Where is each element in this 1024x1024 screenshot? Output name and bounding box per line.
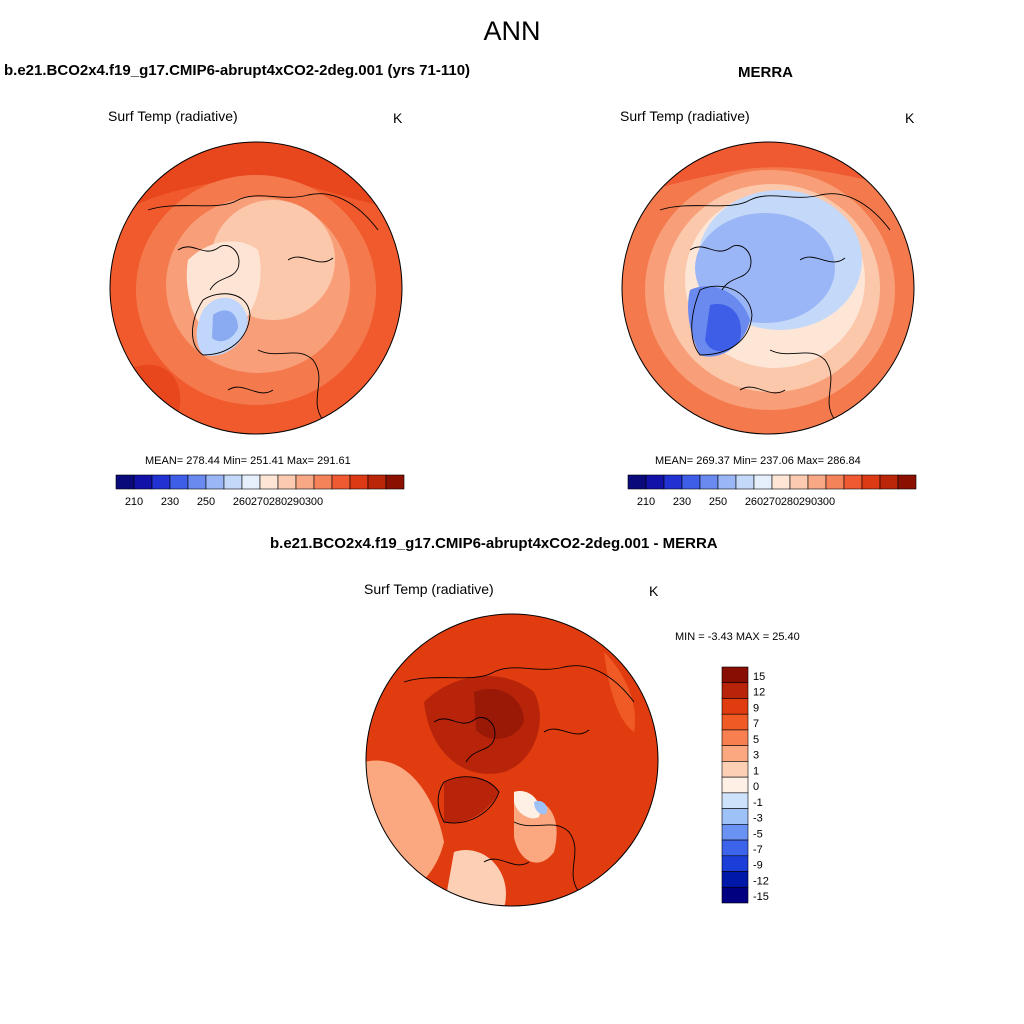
panel-2-colorbar-swatch [825,474,845,490]
panel-2-colorbar-swatch [879,474,899,490]
panel-2-colorbar-tick-label: 280 [781,496,799,508]
panel-3-colorbar-tick-label: -12 [753,875,769,887]
panel-2-map [621,141,915,435]
panel-3-colorbar-tick-label: 1 [753,765,759,777]
panel-3-colorbar-swatch [721,792,749,809]
panel-2-colorbar-tick-label: 300 [817,496,835,508]
panel-2-colorbar-tick-label: 230 [673,496,691,508]
panel-3-colorbar-swatch [721,886,749,904]
panel-1-colorbar-tick-label: 260 [233,496,251,508]
panel-1-colorbar-swatch [133,474,153,490]
panel-2-title: MERRA [738,64,793,81]
panel-3-colorbar-swatch [721,682,749,699]
panel-2-colorbar-tick-label: 270 [763,496,781,508]
panel-3-colorbar-tick-label: 5 [753,734,759,746]
panel-3-title: b.e21.BCO2x4.f19_g17.CMIP6-abrupt4xCO2-2… [270,535,718,552]
panel-3-colorbar-swatch [721,824,749,841]
panel-1-colorbar-swatch [115,474,135,490]
panel-2-colorbar-swatch [861,474,881,490]
panel-3-colorbar-tick-label: 9 [753,702,759,714]
panel-1-colorbar-swatch [313,474,333,490]
panel-1-colorbar-swatch [187,474,207,490]
panel-3-colorbar-swatch [721,729,749,746]
panel-2-colorbar-tick-label: 260 [745,496,763,508]
panel-1-colorbar-tick-label: 280 [269,496,287,508]
panel-3-colorbar-swatch [721,776,749,794]
panel-3-units: K [649,583,659,599]
panel-3-colorbar-swatch [721,745,749,762]
panel-1-map [109,141,403,435]
panel-2-colorbar-swatch [843,474,863,490]
panel-1-colorbar-swatch [169,474,189,490]
panel-1-colorbar-swatch [277,474,297,490]
panel-3-colorbar-swatch [721,713,749,731]
panel-3-colorbar-tick-label: -5 [753,828,763,840]
panel-3-colorbar-tick-label: 0 [753,781,759,793]
panel-3-colorbar-tick-label: 7 [753,718,759,730]
panel-1-colorbar-swatch [331,474,351,490]
panel-2-colorbar-swatch [717,474,737,490]
panel-2-colorbar-tick-label: 290 [799,496,817,508]
panel-2-units: K [905,110,915,126]
panel-2-colorbar-swatch [897,474,917,490]
panel-3-colorbar-swatch [721,839,749,857]
panel-3-colorbar-tick-label: 12 [753,687,765,699]
panel-1-colorbar: 210 230 250 260 270 280 290 300 [115,474,405,508]
panel-1-colorbar-tick-label: 300 [305,496,323,508]
panel-2-colorbar-swatch [681,474,701,490]
panel-1-colorbar-swatch [223,474,243,490]
panel-2-colorbar-swatch [789,474,809,490]
panel-2-colorbar-swatch [735,474,755,490]
figure-title: ANN [483,16,541,46]
panel-1-colorbar-swatch [349,474,369,490]
panel-1-colorbar-swatch [241,474,261,490]
panel-1-colorbar-swatch [259,474,279,490]
panel-1-colorbar-swatch [295,474,315,490]
panel-3-colorbar-tick-label: -3 [753,813,763,825]
panel-2-colorbar-tick-label: 210 [637,496,655,508]
panel-3-colorbar-tick-label: 3 [753,750,759,762]
panel-1-stats: MEAN= 278.44 Min= 251.41 Max= 291.61 [145,455,351,467]
panel-1-title: b.e21.BCO2x4.f19_g17.CMIP6-abrupt4xCO2-2… [4,62,471,79]
panel-2-variable: Surf Temp (radiative) [620,108,750,124]
panel-2-colorbar-swatch [663,474,683,490]
panel-3-stats: MIN = -3.43 MAX = 25.40 [675,631,800,643]
panel-2-colorbar: 210 230 250 260 270 280 290 300 [627,474,917,508]
panel-1-units: K [393,110,403,126]
panel-1-colorbar-swatch [385,474,405,490]
panel-1-colorbar-swatch [205,474,225,490]
panel-3-colorbar-tick-label: -15 [753,891,769,903]
panel-3-map [365,613,659,907]
panel-3-colorbar-swatch [721,808,749,825]
panel-1-colorbar-tick-label: 230 [161,496,179,508]
panel-2-colorbar-swatch [699,474,719,490]
panel-3-colorbar-swatch [721,871,749,888]
panel-1-colorbar-tick-label: 270 [251,496,269,508]
panel-3-colorbar-swatch [721,855,749,872]
panel-2-stats: MEAN= 269.37 Min= 237.06 Max= 286.84 [655,455,861,467]
panel-1-colorbar-tick-label: 210 [125,496,143,508]
panel-3-colorbar-tick-label: -7 [753,844,763,856]
panel-3-colorbar-tick-label: 15 [753,671,765,683]
panel-1-colorbar-swatch [367,474,387,490]
panel-3-colorbar-tick-label: -9 [753,860,763,872]
panel-3-colorbar-tick-label: -1 [753,797,763,809]
panel-2-colorbar-swatch [771,474,791,490]
panel-3-colorbar-swatch [721,761,749,778]
panel-2-colorbar-swatch [645,474,665,490]
panel-3-colorbar-swatch [721,698,749,715]
panel-1-colorbar-tick-label: 290 [287,496,305,508]
panel-3-colorbar: 15 12 9 7 5 3 1 0 -1 -3 -5 -7 -9 -12 -15 [721,666,769,904]
panel-2-colorbar-tick-label: 250 [709,496,727,508]
panel-3-colorbar-swatch [721,666,749,684]
panel-2-colorbar-swatch [627,474,647,490]
panel-2-colorbar-swatch [753,474,773,490]
panel-1-colorbar-swatch [151,474,171,490]
panel-2-colorbar-swatch [807,474,827,490]
panel-1-variable: Surf Temp (radiative) [108,108,238,124]
panel-1-colorbar-tick-label: 250 [197,496,215,508]
panel-3-variable: Surf Temp (radiative) [364,581,494,597]
